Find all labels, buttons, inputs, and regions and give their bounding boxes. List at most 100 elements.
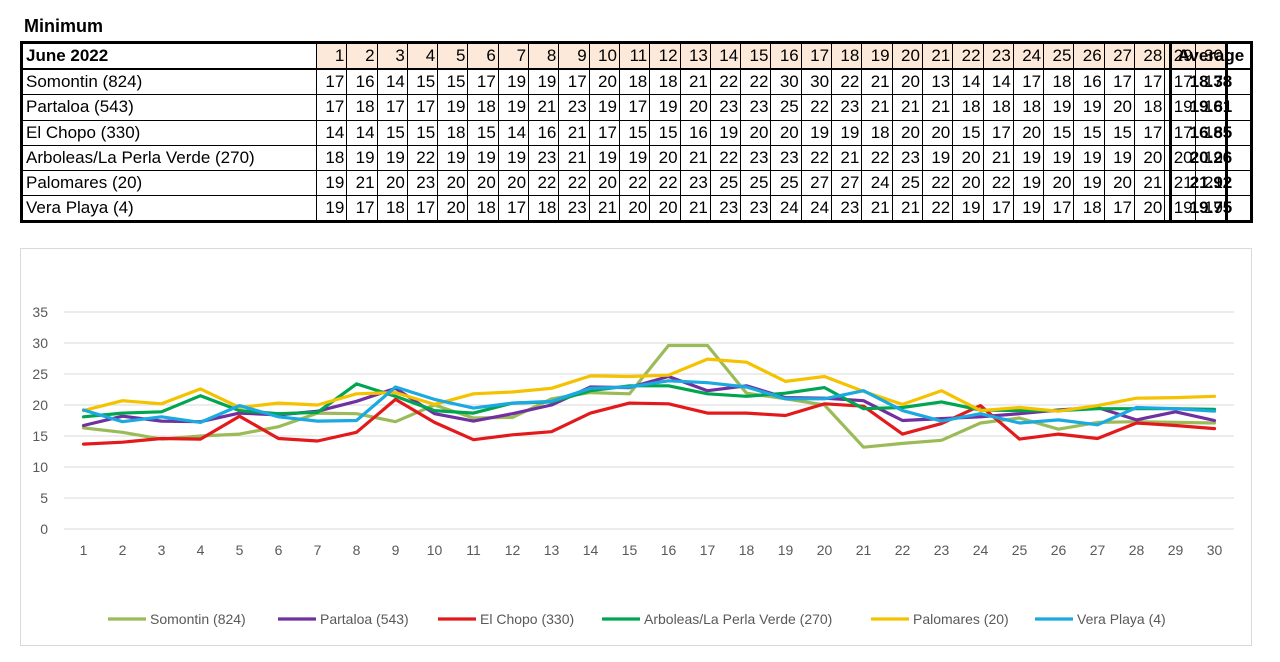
temperature-cell: 22 xyxy=(982,169,1014,197)
temperature-cell: 22 xyxy=(831,68,863,96)
temperature-cell: 19 xyxy=(497,144,530,171)
temperature-cell: 19 xyxy=(437,94,469,121)
temperature-cell: 25 xyxy=(891,169,923,197)
temperature-cell: 17 xyxy=(497,195,530,223)
temperature-cell: 23 xyxy=(558,195,590,223)
x-tick-label: 2 xyxy=(119,542,127,558)
series-line xyxy=(81,382,1217,419)
day-header: 24 xyxy=(1012,42,1045,71)
legend-label: Somontin (824) xyxy=(150,611,246,627)
temperature-cell: 17 xyxy=(346,195,378,223)
temperature-cell: 23 xyxy=(831,94,863,121)
temperature-cell: 24 xyxy=(800,195,833,223)
day-header: 8 xyxy=(528,42,560,71)
temperature-cell: 18 xyxy=(376,195,408,223)
temperature-cell: 21 xyxy=(1134,169,1166,197)
temperature-cell: 19 xyxy=(437,144,469,171)
location-name: Partaloa (543) xyxy=(21,94,317,121)
x-tick-label: 20 xyxy=(817,542,833,558)
temperature-cell: 19 xyxy=(315,195,348,223)
temperature-cell: 19 xyxy=(1073,169,1105,197)
temperature-cell: 18 xyxy=(861,119,893,146)
temperature-cell: 20 xyxy=(1103,94,1136,121)
temperature-cell: 22 xyxy=(800,144,833,171)
average-row: 16.85 xyxy=(1170,119,1252,146)
x-tick-label: 27 xyxy=(1090,542,1106,558)
temperature-cell: 19 xyxy=(1103,144,1136,171)
y-tick-label: 35 xyxy=(32,304,48,320)
temperature-cell: 20 xyxy=(891,68,923,96)
average-value: 19.75 xyxy=(1170,195,1252,223)
temperature-cell: 18 xyxy=(1134,94,1166,121)
temperature-cell: 19 xyxy=(528,68,560,96)
temperature-cell: 18 xyxy=(437,119,469,146)
temperature-cell: 15 xyxy=(467,119,499,146)
x-tick-label: 9 xyxy=(392,542,400,558)
average-value: 18.38 xyxy=(1170,68,1252,96)
temperature-cell: 22 xyxy=(740,68,772,96)
x-tick-label: 29 xyxy=(1168,542,1184,558)
temperature-cell: 17 xyxy=(1134,68,1166,96)
day-header: 16 xyxy=(770,42,802,71)
temperature-cell: 17 xyxy=(1134,119,1166,146)
location-name: Vera Playa (4) xyxy=(21,195,317,223)
day-header: 5 xyxy=(437,42,469,71)
temperature-cell: 20 xyxy=(770,119,802,146)
day-header: 2 xyxy=(346,42,378,71)
temperature-cell: 25 xyxy=(709,169,742,197)
x-tick-label: 12 xyxy=(505,542,521,558)
temperature-cell: 20 xyxy=(376,169,408,197)
temperature-cell: 23 xyxy=(740,144,772,171)
temperature-cell: 22 xyxy=(921,169,954,197)
day-header: 14 xyxy=(709,42,742,71)
average-table: Average 18.38 19.61 16.85 20.26 21.92 19.75 xyxy=(1169,41,1253,224)
temperature-cell: 19 xyxy=(1043,144,1075,171)
temperature-cell: 22 xyxy=(528,169,560,197)
temperature-cell: 19 xyxy=(649,94,681,121)
temperature-cell: 21 xyxy=(921,94,954,121)
temperature-cell: 15 xyxy=(437,68,469,96)
series-line xyxy=(81,397,1217,446)
x-tick-label: 16 xyxy=(661,542,677,558)
temperature-cell: 25 xyxy=(770,94,802,121)
x-tick-label: 18 xyxy=(739,542,755,558)
legend-label: Vera Playa (4) xyxy=(1077,611,1166,627)
temperature-cell: 27 xyxy=(831,169,863,197)
temperature-cell: 24 xyxy=(770,195,802,223)
temperature-cell: 16 xyxy=(1073,68,1105,96)
day-header: 18 xyxy=(831,42,863,71)
x-tick-label: 30 xyxy=(1207,542,1223,558)
temperature-cell: 19 xyxy=(497,94,530,121)
temperature-cell: 20 xyxy=(1012,119,1045,146)
y-tick-label: 30 xyxy=(32,335,48,351)
x-tick-label: 25 xyxy=(1012,542,1028,558)
temperature-cell: 21 xyxy=(891,195,923,223)
x-tick-label: 1 xyxy=(80,542,88,558)
temperature-cell: 20 xyxy=(921,119,954,146)
day-header: 28 xyxy=(1134,42,1166,71)
day-header: 7 xyxy=(497,42,530,71)
temperature-cell: 17 xyxy=(315,68,348,96)
temperature-cell: 14 xyxy=(376,68,408,96)
temperature-cell: 19 xyxy=(588,144,620,171)
x-tick-label: 15 xyxy=(622,542,638,558)
temperature-cell: 23 xyxy=(679,169,711,197)
temperature-cell: 21 xyxy=(558,144,590,171)
temperature-cell: 20 xyxy=(891,119,923,146)
x-tick-label: 5 xyxy=(236,542,244,558)
temperature-cell: 17 xyxy=(406,94,439,121)
temperature-cell: 20 xyxy=(588,68,620,96)
temperature-cell: 18 xyxy=(467,94,499,121)
temperature-cell: 14 xyxy=(346,119,378,146)
day-header: 4 xyxy=(406,42,439,71)
temperature-cell: 15 xyxy=(406,68,439,96)
temperature-cell: 22 xyxy=(618,169,651,197)
temperature-cell: 13 xyxy=(921,68,954,96)
location-name: Arboleas/La Perla Verde (270) xyxy=(21,144,317,171)
temperature-cell: 20 xyxy=(649,144,681,171)
temperature-cell: 23 xyxy=(831,195,863,223)
page-heading: Minimum xyxy=(24,16,103,36)
day-header: 9 xyxy=(558,42,590,71)
temperature-cell: 21 xyxy=(861,195,893,223)
